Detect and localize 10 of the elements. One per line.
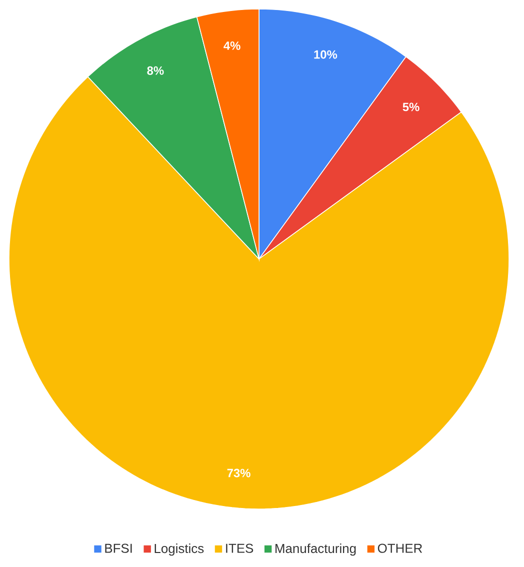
data-label: 5% [402,102,420,112]
legend-label: Manufacturing [276,544,356,556]
data-label: 8% [147,66,164,75]
legend-label: OTHER [378,544,422,553]
data-label: 73% [227,468,250,478]
legend-label: BFSI [105,544,132,553]
legend-label: ITES [226,544,254,553]
legend-label: Logistics [154,544,204,556]
data-label: 4% [224,41,240,50]
data-label: 10% [314,50,338,59]
